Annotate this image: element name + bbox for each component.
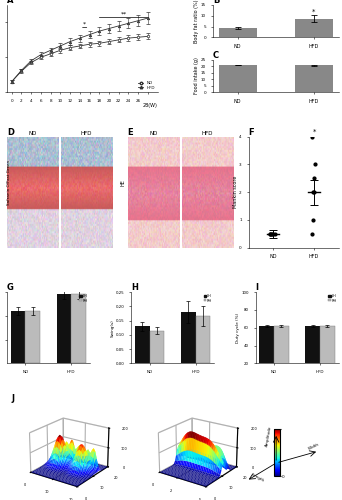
Text: B: B — [213, 0, 219, 5]
Y-axis label: Duty cycle (%): Duty cycle (%) — [236, 312, 240, 343]
Y-axis label: Body fat ratio (%): Body fat ratio (%) — [195, 0, 199, 43]
Point — [312, 188, 317, 196]
Title: ND: ND — [29, 130, 37, 136]
Bar — [71, 294, 86, 364]
Point — [310, 216, 316, 224]
Point — [268, 230, 273, 237]
Title: ND: ND — [149, 130, 158, 136]
Bar — [305, 326, 320, 381]
Bar — [181, 312, 196, 364]
Bar — [11, 311, 25, 364]
Text: J: J — [12, 394, 15, 403]
Title: HFD: HFD — [81, 132, 92, 136]
Text: *: * — [83, 22, 86, 27]
Point — [269, 230, 275, 237]
Text: HE: HE — [121, 179, 126, 186]
Bar — [56, 294, 71, 364]
Text: E: E — [128, 128, 133, 136]
Point — [309, 230, 315, 237]
Point — [310, 132, 315, 140]
Text: **: ** — [120, 12, 127, 16]
Text: G: G — [7, 283, 14, 292]
Text: H: H — [131, 283, 138, 292]
Text: *: * — [312, 129, 316, 135]
Point — [270, 230, 275, 237]
Point — [272, 230, 277, 237]
Legend: LH, RH: LH, RH — [203, 294, 212, 303]
Text: Width: Width — [308, 442, 320, 451]
Text: A: A — [7, 0, 13, 5]
Bar — [274, 326, 289, 381]
Point — [267, 230, 273, 237]
Point — [268, 230, 274, 237]
Legend: LH, RH: LH, RH — [328, 294, 337, 303]
Text: Safranin O/Fast Green: Safranin O/Fast Green — [6, 160, 11, 205]
Text: C: C — [213, 51, 219, 60]
Text: Length: Length — [250, 472, 265, 484]
Text: I: I — [255, 283, 259, 292]
Bar — [260, 326, 274, 381]
Bar — [135, 326, 150, 364]
Bar — [219, 28, 257, 38]
Bar — [25, 311, 40, 364]
Y-axis label: Food intake (g): Food intake (g) — [194, 58, 199, 94]
Text: Amplitude: Amplitude — [265, 425, 273, 447]
Title: HFD: HFD — [202, 132, 213, 136]
Legend: ND, HFD: ND, HFD — [138, 80, 156, 90]
Bar — [295, 18, 333, 38]
Y-axis label: Mankin score: Mankin score — [233, 176, 238, 208]
Bar — [219, 65, 257, 92]
Text: D: D — [7, 128, 14, 136]
Bar — [295, 66, 333, 92]
Point — [311, 188, 316, 196]
Bar — [320, 326, 335, 381]
Point — [311, 174, 316, 182]
Text: *: * — [312, 8, 316, 14]
Y-axis label: Swing(s): Swing(s) — [110, 319, 115, 336]
Bar — [196, 316, 210, 364]
Text: F: F — [249, 128, 254, 136]
X-axis label: 28(W): 28(W) — [143, 103, 158, 108]
Bar — [150, 330, 165, 364]
Point — [313, 160, 318, 168]
Legend: LH, RH: LH, RH — [79, 294, 88, 303]
